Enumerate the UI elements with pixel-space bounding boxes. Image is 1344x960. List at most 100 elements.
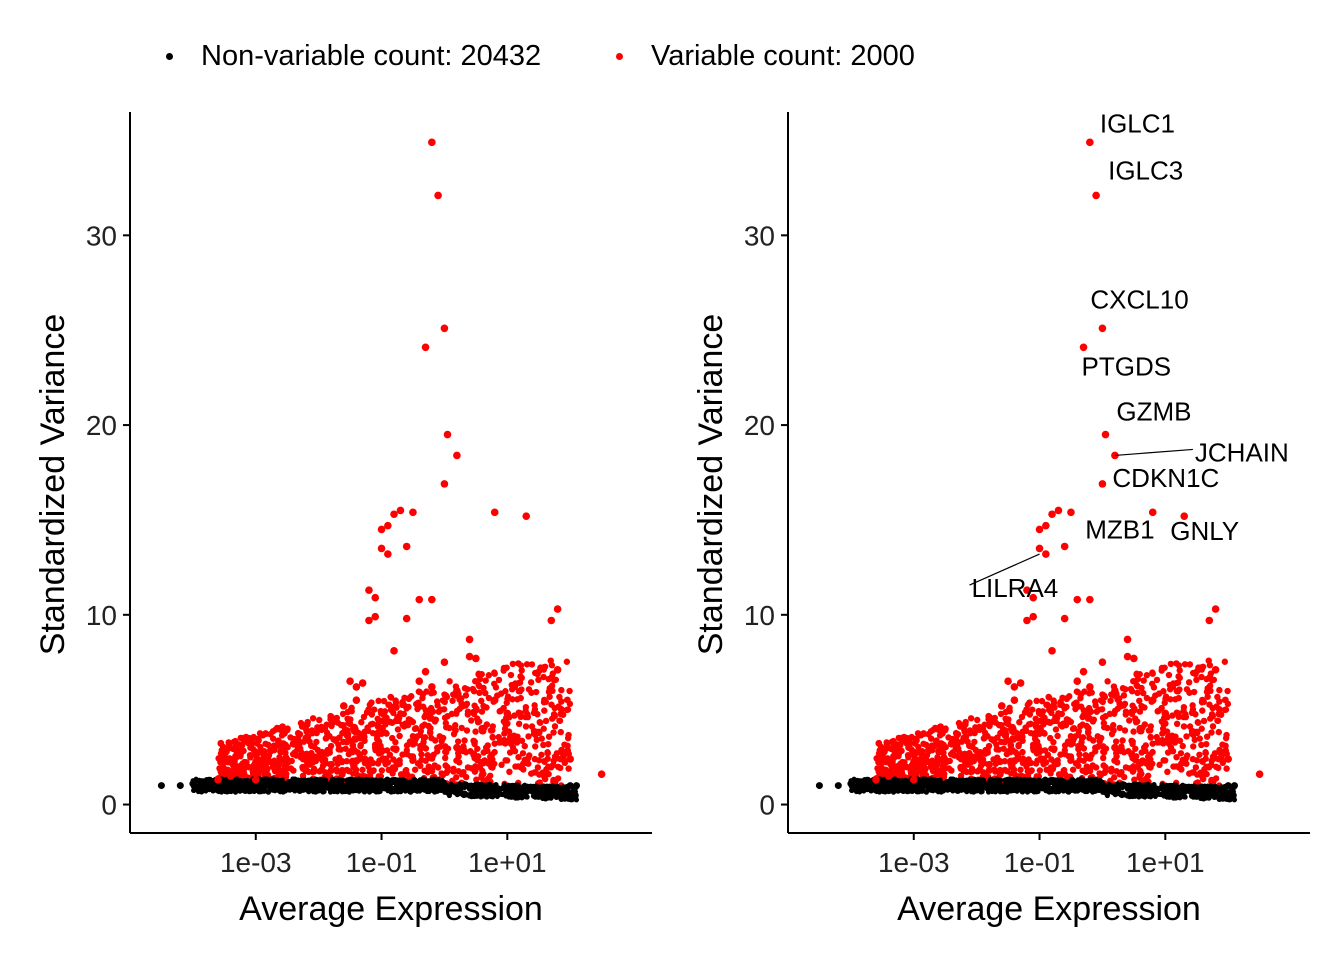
variable-point	[1047, 764, 1054, 772]
variable-point	[1044, 701, 1051, 708]
y-tick-label: 10	[744, 600, 775, 631]
variable-point	[1191, 736, 1198, 744]
non-variable-point	[548, 795, 554, 801]
non-variable-point	[265, 789, 272, 795]
variable-point	[472, 654, 480, 663]
variable-point	[361, 748, 368, 756]
variable-point	[531, 706, 539, 713]
variable-point	[1069, 766, 1077, 773]
variable-point	[262, 730, 269, 737]
variable-point	[489, 734, 496, 741]
variable-point	[428, 690, 435, 697]
variable-point	[495, 676, 503, 684]
point-cloud	[848, 657, 1238, 803]
variable-point	[1164, 738, 1171, 746]
variable-point	[1104, 678, 1111, 685]
variable-point	[956, 749, 963, 756]
variable-point	[1154, 708, 1161, 715]
variable-point	[948, 767, 955, 774]
variable-point	[1147, 764, 1154, 771]
variable-point	[371, 593, 380, 602]
variable-point	[1162, 720, 1169, 727]
variable-point	[1072, 705, 1079, 713]
variable-point	[460, 769, 467, 776]
variable-point	[1094, 733, 1101, 740]
non-variable-point	[554, 785, 562, 793]
variable-point	[1186, 689, 1193, 696]
variable-point	[440, 480, 449, 488]
variable-point	[1069, 725, 1077, 733]
variable-point	[1029, 706, 1036, 713]
variable-point	[540, 666, 547, 673]
non-variable-point	[535, 789, 543, 797]
variable-point	[1186, 770, 1193, 777]
variable-point	[402, 614, 411, 623]
variable-point	[389, 770, 396, 777]
y-tick-label: 10	[86, 600, 117, 631]
variable-point	[1019, 748, 1026, 756]
non-variable-point	[340, 783, 346, 789]
x-tick-label: 1e-01	[1004, 847, 1076, 878]
variable-point	[1138, 759, 1145, 767]
variable-point	[534, 728, 543, 737]
variable-point	[480, 684, 487, 692]
variable-point	[405, 695, 412, 703]
non-variable-point	[418, 781, 424, 787]
variable-point	[260, 768, 267, 775]
variable-point	[532, 688, 540, 696]
variable-point	[1218, 752, 1226, 759]
variable-point	[419, 723, 426, 730]
y-tick-label: 0	[759, 790, 775, 821]
variable-point	[217, 739, 224, 747]
variable-point	[1224, 687, 1231, 695]
variable-point	[372, 746, 379, 753]
variable-point	[999, 767, 1006, 774]
variable-point	[1143, 672, 1151, 679]
variable-point	[1099, 698, 1106, 706]
variable-point	[1112, 738, 1120, 745]
non-variable-point	[511, 782, 517, 789]
variable-point	[1036, 724, 1043, 732]
variable-point	[390, 647, 398, 655]
variable-point	[415, 677, 424, 686]
variable-point	[1136, 708, 1144, 715]
variable-point	[1126, 717, 1133, 724]
variable-point	[550, 711, 558, 718]
variable-point	[1038, 697, 1046, 705]
variable-point	[531, 669, 539, 677]
variable-point	[249, 745, 257, 753]
variable-point	[938, 740, 945, 747]
variable-point	[1057, 699, 1064, 706]
variable-point	[1007, 742, 1015, 749]
variable-point	[434, 191, 442, 200]
variable-point	[1109, 725, 1116, 733]
variable-point	[522, 713, 529, 721]
variable-point	[1001, 739, 1009, 746]
variable-point	[220, 771, 227, 778]
variable-point	[1077, 723, 1084, 730]
variable-point	[1153, 676, 1161, 684]
x-axis-label: Average Expression	[897, 890, 1201, 928]
variable-point	[545, 675, 552, 683]
variable-point	[525, 733, 532, 740]
variable-point	[1180, 723, 1188, 730]
variable-point	[483, 704, 490, 711]
non-variable-point	[523, 789, 529, 795]
variable-point	[275, 737, 282, 744]
variable-point	[458, 695, 465, 702]
non-variable-point	[368, 781, 374, 787]
variable-point	[255, 769, 262, 777]
variable-point	[1140, 677, 1147, 684]
variable-point	[319, 757, 326, 764]
variable-point	[1147, 723, 1154, 730]
variable-point	[308, 727, 316, 734]
non-variable-point	[315, 782, 323, 790]
variable-point	[1121, 727, 1129, 734]
variable-point	[387, 719, 395, 726]
variable-point	[515, 720, 523, 728]
variable-point	[374, 760, 382, 767]
variable-point	[476, 689, 483, 697]
variable-point	[392, 697, 399, 704]
non-variable-point	[523, 794, 529, 800]
